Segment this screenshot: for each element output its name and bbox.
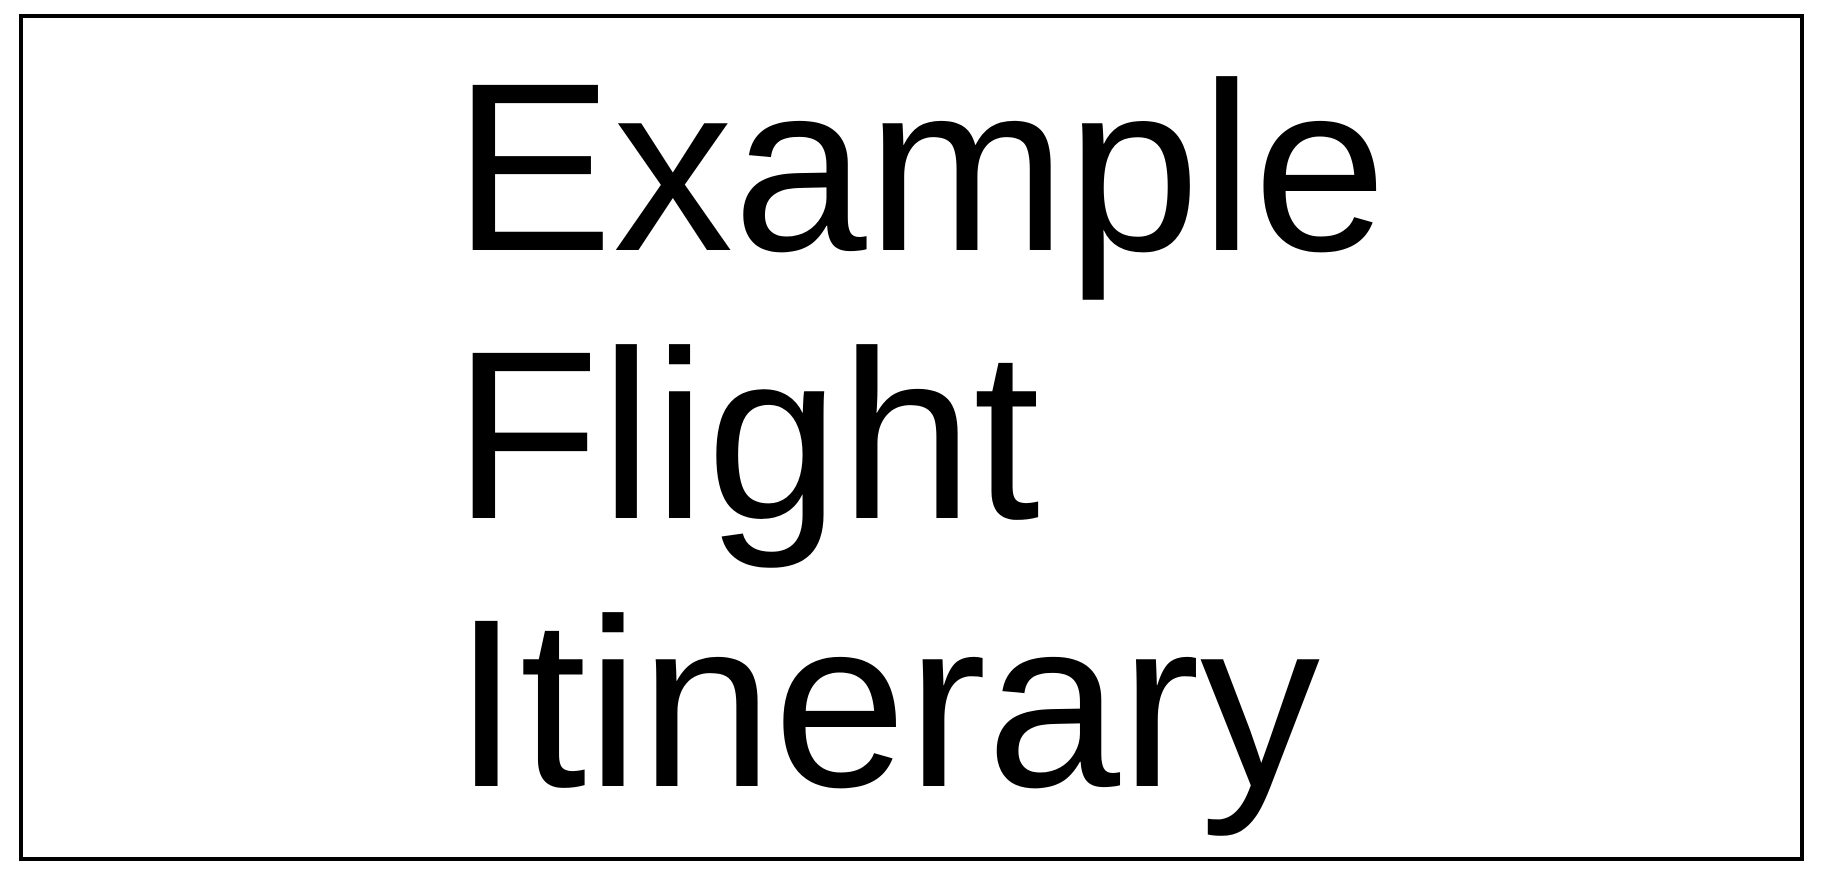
title-line-itinerary: Itinerary xyxy=(453,569,1320,837)
title-line-example: Example xyxy=(453,33,1387,301)
title-line-flight: Flight xyxy=(453,301,1040,569)
document-title: Example Flight Itinerary xyxy=(453,33,1387,837)
title-frame xyxy=(19,14,1804,861)
